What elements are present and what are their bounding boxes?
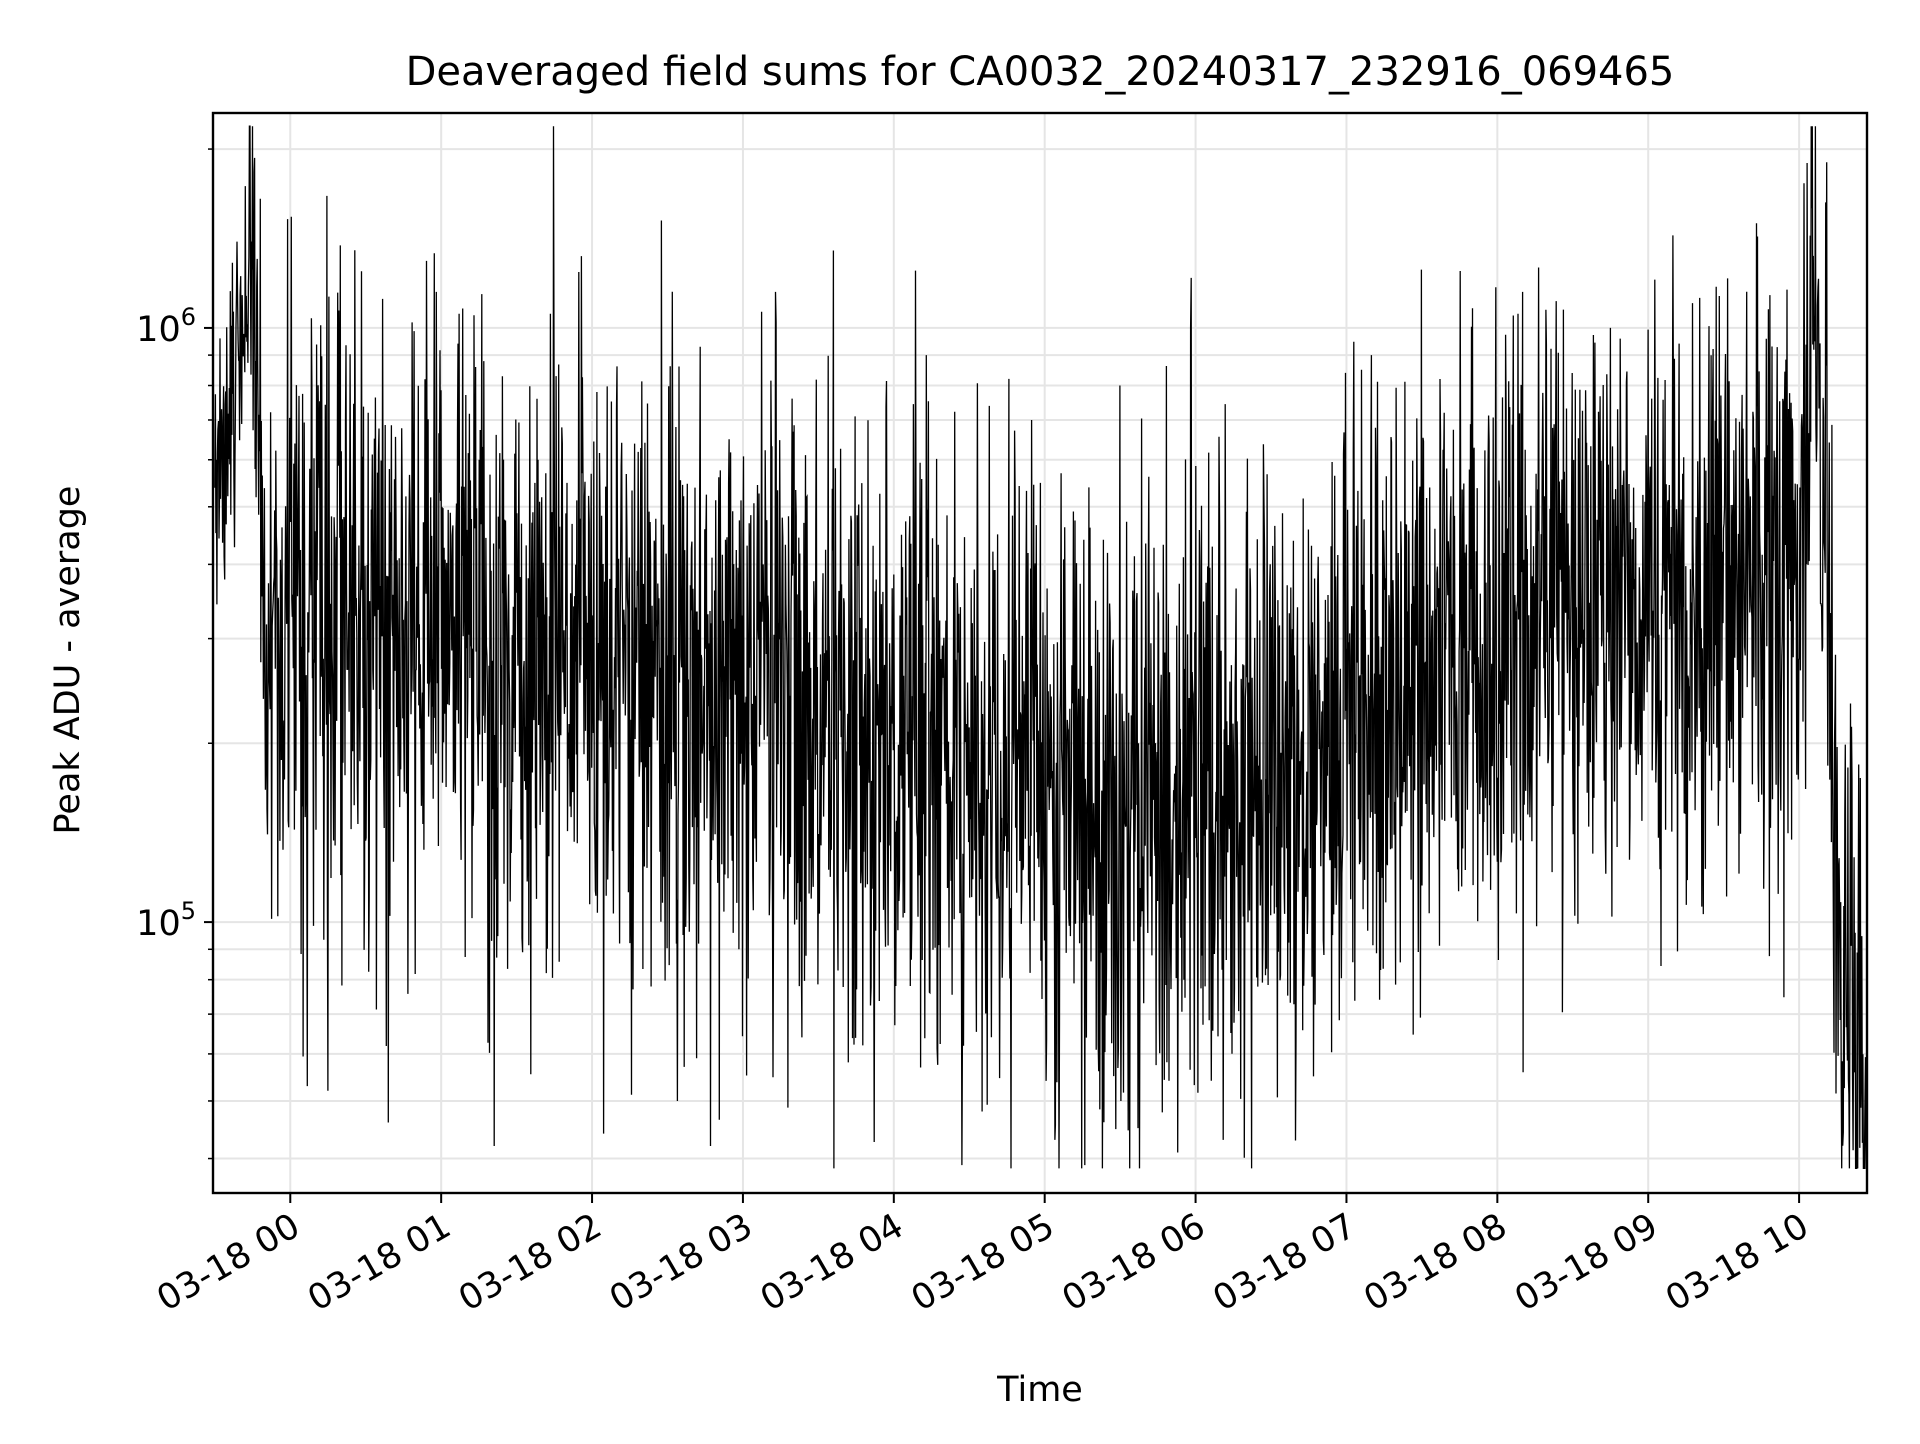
series-line	[214, 125, 1868, 1170]
x-axis-label: Time	[996, 1370, 1083, 1410]
series-layer	[214, 125, 1868, 1170]
y-tick-label: 106	[136, 303, 196, 350]
chart-title: Deaveraged field sums for CA0032_2024031…	[406, 49, 1675, 95]
y-axis-label: Peak ADU - average	[48, 486, 88, 835]
plot-frame	[211, 111, 1869, 1195]
y-tick-label: 105	[136, 897, 196, 944]
